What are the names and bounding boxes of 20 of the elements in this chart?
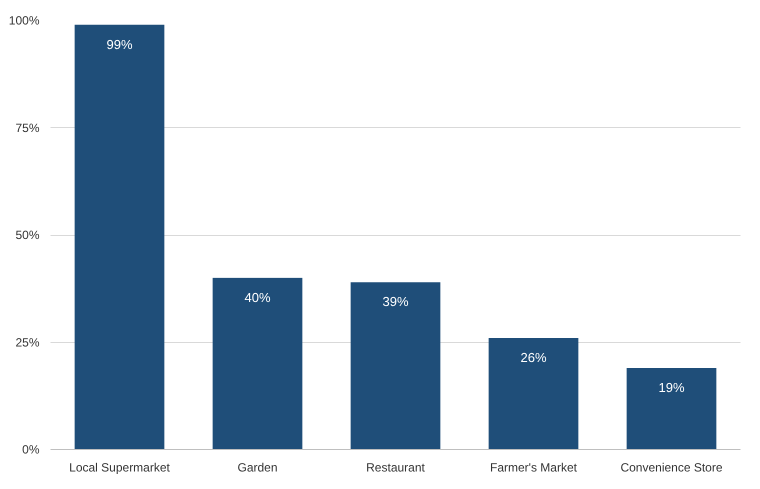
bar: [212, 278, 302, 450]
bar: [488, 338, 578, 450]
y-tick-label: 0%: [22, 442, 40, 456]
data-label: 40%: [244, 290, 271, 305]
bar: [350, 282, 440, 450]
x-tick-label: Local Supermarket: [69, 460, 171, 474]
x-tick-label: Restaurant: [366, 460, 426, 474]
x-tick-label: Farmer's Market: [490, 460, 578, 474]
data-label: 19%: [658, 380, 685, 395]
y-tick-label: 75%: [15, 120, 40, 135]
y-tick-label: 25%: [15, 335, 40, 350]
data-label: 99%: [106, 36, 133, 52]
y-tick-label: 50%: [15, 228, 40, 242]
bar: [626, 368, 716, 450]
data-label: 26%: [520, 350, 547, 365]
data-label: 39%: [382, 294, 409, 310]
y-tick-label: 100%: [8, 14, 40, 28]
bar: [74, 24, 164, 450]
x-tick-label: Garden: [237, 460, 278, 474]
x-tick-label: Convenience Store: [620, 460, 723, 474]
